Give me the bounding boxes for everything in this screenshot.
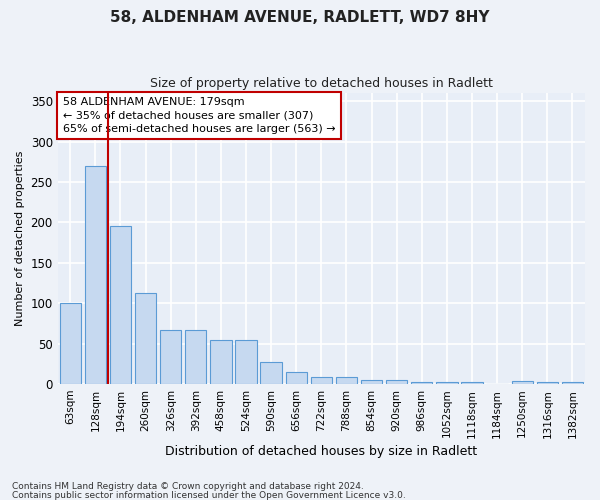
Bar — [361, 380, 382, 384]
Bar — [411, 382, 433, 384]
Bar — [85, 166, 106, 384]
Bar — [185, 330, 206, 384]
Bar — [336, 378, 357, 384]
Text: 58, ALDENHAM AVENUE, RADLETT, WD7 8HY: 58, ALDENHAM AVENUE, RADLETT, WD7 8HY — [110, 10, 490, 25]
Bar — [235, 340, 257, 384]
Text: Contains HM Land Registry data © Crown copyright and database right 2024.: Contains HM Land Registry data © Crown c… — [12, 482, 364, 491]
Bar — [562, 382, 583, 384]
Bar — [461, 382, 482, 384]
Bar — [59, 303, 81, 384]
Bar — [135, 292, 156, 384]
Bar — [260, 362, 282, 384]
Bar — [210, 340, 232, 384]
Text: Contains public sector information licensed under the Open Government Licence v3: Contains public sector information licen… — [12, 490, 406, 500]
Bar — [386, 380, 407, 384]
Title: Size of property relative to detached houses in Radlett: Size of property relative to detached ho… — [150, 78, 493, 90]
Text: 58 ALDENHAM AVENUE: 179sqm
← 35% of detached houses are smaller (307)
65% of sem: 58 ALDENHAM AVENUE: 179sqm ← 35% of deta… — [63, 98, 335, 134]
Bar — [110, 226, 131, 384]
Bar — [436, 382, 458, 384]
Bar — [512, 380, 533, 384]
X-axis label: Distribution of detached houses by size in Radlett: Distribution of detached houses by size … — [165, 444, 478, 458]
Bar — [160, 330, 181, 384]
Bar — [286, 372, 307, 384]
Bar — [311, 376, 332, 384]
Y-axis label: Number of detached properties: Number of detached properties — [15, 151, 25, 326]
Bar — [536, 382, 558, 384]
